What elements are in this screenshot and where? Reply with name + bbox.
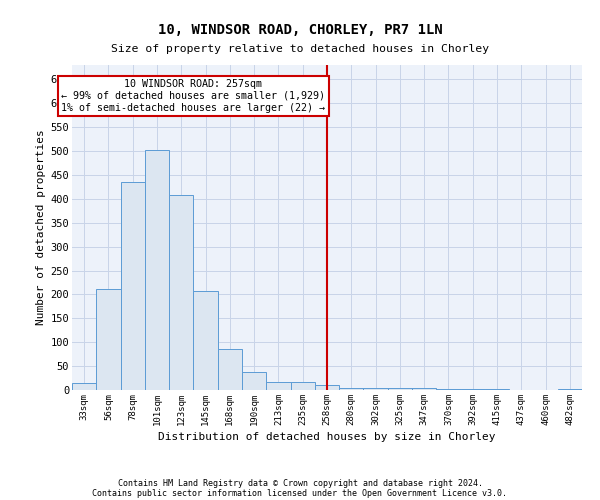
Bar	[242, 372, 266, 390]
Bar	[145, 150, 169, 390]
Bar	[461, 389, 485, 390]
Bar	[169, 195, 193, 390]
Bar	[436, 389, 461, 390]
Bar	[218, 350, 242, 390]
Bar	[290, 382, 315, 390]
Bar	[485, 389, 509, 390]
Bar	[388, 388, 412, 390]
Text: Size of property relative to detached houses in Chorley: Size of property relative to detached ho…	[111, 44, 489, 54]
Bar	[364, 388, 388, 390]
Bar	[558, 388, 582, 390]
Bar	[96, 288, 121, 390]
Y-axis label: Number of detached properties: Number of detached properties	[37, 130, 46, 326]
Text: Contains HM Land Registry data © Crown copyright and database right 2024.: Contains HM Land Registry data © Crown c…	[118, 478, 482, 488]
Bar	[266, 382, 290, 390]
Bar	[193, 291, 218, 390]
Bar	[315, 385, 339, 390]
X-axis label: Distribution of detached houses by size in Chorley: Distribution of detached houses by size …	[158, 432, 496, 442]
Bar	[72, 383, 96, 390]
Text: 10 WINDSOR ROAD: 257sqm  
← 99% of detached houses are smaller (1,929)
1% of sem: 10 WINDSOR ROAD: 257sqm ← 99% of detache…	[61, 80, 325, 112]
Bar	[121, 182, 145, 390]
Bar	[339, 388, 364, 390]
Bar	[412, 388, 436, 390]
Text: Contains public sector information licensed under the Open Government Licence v3: Contains public sector information licen…	[92, 488, 508, 498]
Text: 10, WINDSOR ROAD, CHORLEY, PR7 1LN: 10, WINDSOR ROAD, CHORLEY, PR7 1LN	[158, 22, 442, 36]
